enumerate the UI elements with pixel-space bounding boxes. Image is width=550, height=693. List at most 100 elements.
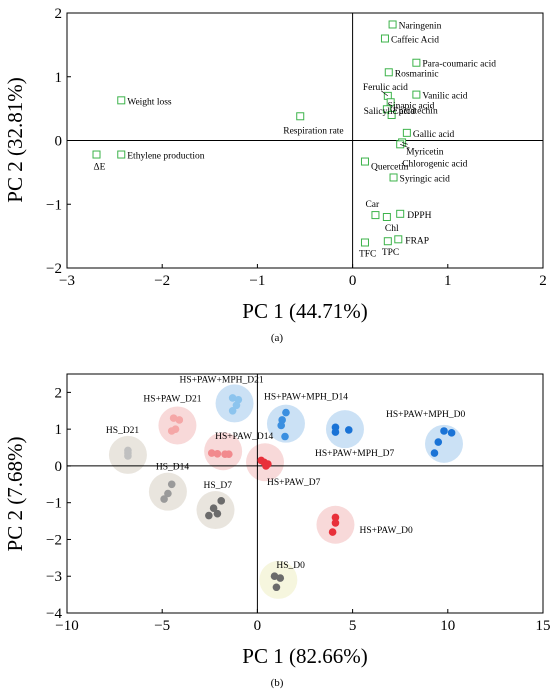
panel-a-loading-label: DPPH	[407, 211, 431, 221]
panel-b-score-point	[217, 497, 226, 505]
panel-b-ytick-label: −1	[46, 496, 62, 512]
panel-a-loading-label: Myricetin	[406, 147, 444, 157]
panel-b-score-point	[228, 394, 237, 402]
panel-a-loading-marker	[387, 111, 396, 119]
panel-b-xtick-label: 0	[254, 618, 262, 634]
panel-a-loading-label: Vanilic acid	[422, 92, 467, 102]
panel-b-confidence-ellipse	[266, 404, 305, 443]
panel-a-loading-label: Epicatechin	[393, 106, 438, 116]
panel-b-score-point	[331, 513, 340, 522]
panel-b-score-point	[440, 427, 448, 435]
panel-b-score-point	[160, 495, 168, 503]
panel-a-loading-label: Syringic acid	[400, 174, 451, 184]
panel-b-xtick-label: 5	[349, 618, 357, 634]
panel-a-xtick-label: 1	[444, 273, 452, 289]
panel-a-loading-label: Car	[365, 200, 380, 210]
panel-a-loading-marker	[384, 68, 393, 77]
panel-b-ytick-label: −4	[46, 606, 62, 622]
panel-a-loading-marker	[380, 34, 389, 43]
panel-a-sublabel: (a)	[271, 332, 284, 344]
panel-b-score-point	[281, 432, 289, 441]
panel-a-ylabel: PC 2 (32.81%)	[3, 77, 27, 202]
panel-a-loading-label: ΔE	[94, 163, 106, 173]
panel-b-score-point	[205, 511, 213, 520]
panel-b-score-point	[167, 427, 176, 435]
panel-a-loading-label: Sinapic acid	[388, 101, 435, 111]
panel-a-ytick-label: −2	[46, 261, 62, 277]
panel-a-loading-label: TPC	[382, 248, 399, 258]
panel-b-group-label: HS+PAW+MPH_D14	[264, 393, 348, 403]
panel-a-loading-marker	[360, 238, 369, 247]
panel-b-score-point	[207, 449, 216, 457]
panel-a-loading-label: TFC	[359, 250, 376, 260]
panel-b-score-point	[213, 449, 222, 458]
panel-b-score-point	[328, 528, 337, 536]
panel-a-loading-marker	[412, 90, 421, 99]
panel-b-confidence-ellipse	[325, 410, 364, 449]
panel-a-loading-marker	[296, 112, 305, 121]
panel-b-group-label: HS+PAW_D0	[359, 526, 413, 536]
panel-a-leader-line	[402, 142, 408, 145]
panel-a-xlabel: PC 1 (44.71%)	[242, 299, 367, 323]
panel-a-loading-label: Para-coumaric acid	[422, 60, 496, 70]
panel-b-group-label: HS_D14	[156, 463, 190, 473]
panel-b: −10 −5 0 5 10 15−4−3−2−1012HS_D0HS_D7HS_D14HS…	[3, 373, 550, 689]
panel-a-loading-marker	[382, 213, 391, 221]
panel-b-score-point	[276, 574, 285, 582]
panel-a-xtick-label: 0	[349, 273, 357, 289]
panel-a-loading-marker	[389, 173, 398, 182]
panel-b-score-point	[270, 572, 279, 581]
panel-a-loading-marker	[92, 150, 101, 159]
panel-a-loading-marker	[360, 157, 369, 166]
panel-b-sublabel: (b)	[271, 677, 284, 689]
panel-b-score-point	[232, 401, 241, 410]
panel-a-xtick-label: 2	[539, 273, 547, 289]
panel-b-ytick-label: −2	[46, 532, 62, 548]
panel-b-score-point	[282, 408, 290, 417]
panel-a-loading-label: Salicylic acid	[364, 107, 416, 117]
panel-b-score-point	[344, 426, 353, 434]
panel-a-ytick-label: 1	[55, 70, 63, 86]
panel-a-loading-label: FRAP	[405, 236, 429, 246]
panel-a-loading-marker	[388, 20, 397, 29]
panel-b-group-label: HS+PAW_D14	[215, 432, 273, 442]
panel-b-xlabel: PC 1 (82.66%)	[242, 644, 367, 668]
panel-b-group-label: HS+PAW+MPH_D0	[386, 410, 466, 420]
panel-b-score-point	[167, 480, 176, 489]
panel-a-loading-marker	[412, 58, 421, 67]
panel-a-loading-label: Quercetin	[371, 163, 409, 173]
panel-a-loading-marker	[382, 105, 391, 114]
panel-b-score-point	[277, 421, 286, 430]
panel-b-ytick-label: −3	[46, 569, 62, 585]
panel-b-group-label: HS+PAW+MPH_D7	[315, 449, 395, 459]
panel-a-xtick-label: −1	[249, 273, 265, 289]
panel-b-group-label: HS_D0	[276, 561, 305, 571]
panel-a-xtick-label: −2	[154, 273, 170, 289]
panel-b-score-point	[228, 406, 237, 415]
panel-b-xtick-label: −5	[154, 618, 170, 634]
panel-a-loading-marker	[371, 211, 380, 220]
panel-a-ytick-label: 0	[55, 134, 63, 150]
panel-a-loading-label: Gallic acid	[413, 130, 455, 140]
panel-a-loading-label: Rosmarinic	[395, 69, 439, 79]
panel-b-confidence-ellipse	[158, 406, 197, 445]
panel-b-group-label: HS_D7	[204, 481, 233, 491]
panel-a-loading-label: Weight loss	[127, 97, 172, 107]
panel-a-leader-line	[380, 90, 389, 97]
panel-b-score-point	[272, 583, 281, 592]
panel-a-loading-label: Ethylene production	[127, 152, 205, 162]
panel-b-score-point	[225, 450, 233, 458]
panel-a-loading-label: Chl	[385, 224, 399, 234]
panel-b-score-point	[209, 504, 218, 513]
panel-b-frame	[66, 373, 544, 614]
panel-a-loading-label: Naringenin	[399, 21, 442, 31]
panel-b-score-point	[331, 519, 340, 527]
panel-b-ytick-label: 0	[55, 459, 63, 475]
panel-b-group-label: HS+PAW_D7	[267, 478, 321, 488]
panel-b-score-point	[164, 489, 172, 498]
panel-a-leader-line	[400, 144, 410, 149]
panel-b-ytick-label: 1	[55, 422, 63, 438]
panel-b-ylabel: PC 2 (7.68%)	[3, 437, 27, 552]
panel-b-xtick-label: −10	[55, 618, 78, 634]
